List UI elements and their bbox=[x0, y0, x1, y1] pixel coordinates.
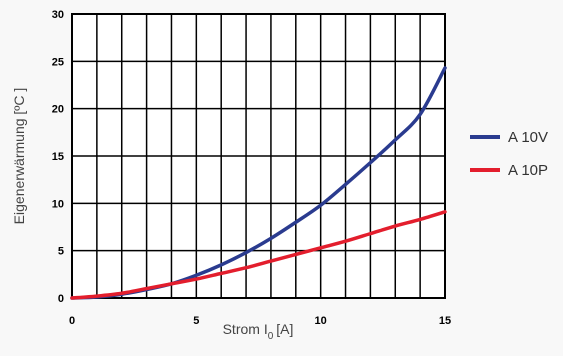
y-tick-label-10: 10 bbox=[52, 198, 64, 210]
y-axis-label: Eigenerwärmung [ºC ] bbox=[11, 88, 27, 225]
y-tick-label-0: 0 bbox=[58, 293, 64, 305]
x-axis-label-unit: [A] bbox=[276, 321, 293, 337]
legend-label-a-10p: A 10P bbox=[508, 162, 548, 179]
y-tick-label-25: 25 bbox=[52, 56, 64, 68]
y-tick-label-15: 15 bbox=[52, 151, 64, 163]
y-tick-labels: 0 5 10 15 20 25 30 bbox=[52, 9, 64, 305]
y-tick-label-20: 20 bbox=[52, 104, 64, 116]
x-axis-label-main: Strom I bbox=[223, 321, 268, 337]
series-layer bbox=[70, 66, 447, 300]
legend-label-a-10v: A 10V bbox=[508, 129, 548, 146]
y-tick-label-30: 30 bbox=[52, 9, 64, 21]
x-tick-label-5: 5 bbox=[193, 315, 199, 327]
y-gridlines bbox=[72, 13, 445, 299]
x-tick-label-0: 0 bbox=[69, 315, 75, 327]
x-tick-label-15: 15 bbox=[439, 315, 451, 327]
series-line-a-10p bbox=[70, 210, 447, 300]
x-tick-labels: 0 5 10 15 bbox=[69, 315, 451, 327]
y-tick-label-5: 5 bbox=[58, 246, 64, 258]
x-axis-label-subscript: 0 bbox=[268, 331, 274, 342]
x-tick-label-10: 10 bbox=[315, 315, 327, 327]
x-axis-label: Strom I0 [A] bbox=[223, 321, 294, 342]
plot-frame bbox=[71, 13, 446, 299]
legend: A 10V A 10P bbox=[470, 129, 548, 179]
